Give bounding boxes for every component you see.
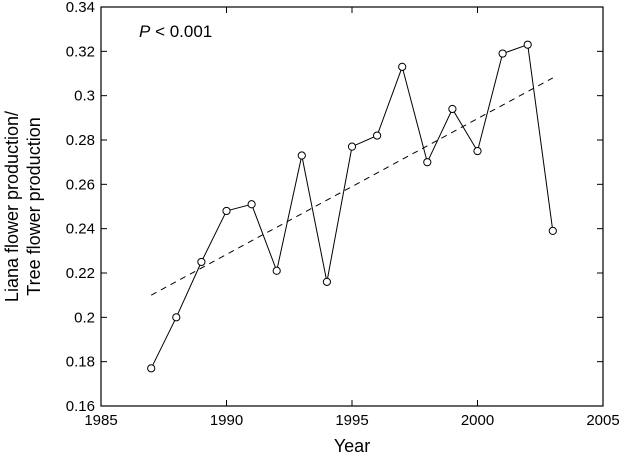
data-point [398,62,407,71]
x-axis-title: Year [334,436,370,456]
data-point [448,104,457,114]
data-point [548,226,557,235]
y-tick-label: 0.32 [66,43,95,60]
data-point [473,146,482,156]
p-value-annotation: P < 0.001 [139,22,212,41]
data-point [322,277,331,286]
y-tick-label: 0.22 [66,265,95,282]
data-point [147,364,156,373]
data-point [373,131,382,140]
data-point [172,313,181,322]
y-tick-label: 0.24 [66,221,95,238]
y-tick-label: 0.26 [66,176,95,193]
data-point [222,206,231,216]
y-tick-label: 0.16 [66,398,95,415]
data-point [197,257,206,267]
data-point [423,158,432,167]
y-tick-label: 0.2 [74,309,95,326]
data-point [523,40,532,49]
series-line [150,44,554,369]
x-tick-label: 2000 [461,412,494,429]
y-axis-title-line-1: Liana flower production/ [2,111,22,302]
y-tick-label: 0.34 [66,0,95,16]
p-value-text: < 0.001 [150,22,212,41]
x-tick-label: 1985 [84,412,117,429]
data-point [347,142,357,151]
axis-ticks [100,6,604,407]
trend-line-layer [150,77,554,296]
p-value-italic: P [139,22,151,41]
data-point [272,266,281,275]
x-tick-label: 2005 [586,412,619,429]
x-tick-label: 1990 [210,412,243,429]
series-layer [147,40,557,373]
data-point [297,151,306,160]
y-axis-title-line-2: Tree flower production [24,117,44,295]
x-tick-label: 1995 [335,412,368,429]
data-point [498,49,507,58]
data-point [247,200,256,209]
plot-frame [100,6,604,407]
trend-line [150,77,554,296]
y-tick-label: 0.3 [74,88,95,105]
y-tick-label: 0.18 [66,354,95,371]
y-axis-title: Liana flower production/ Tree flower pro… [2,111,44,302]
y-tick-label: 0.28 [66,132,95,149]
tick-labels: 1985 1990 1995 2000 2005 0.16 0.18 0.2 0.22 0.24 0… [66,0,620,429]
